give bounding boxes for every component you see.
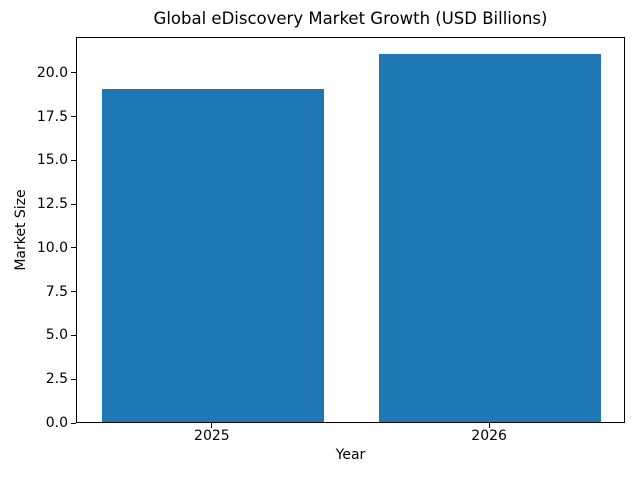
plot-area [76, 37, 625, 423]
y-tick-mark [71, 422, 76, 424]
y-tick-label: 0.0 [45, 415, 68, 431]
y-tick-mark [71, 203, 76, 205]
y-axis-label: Market Size [13, 189, 29, 271]
y-tick-mark [71, 72, 76, 74]
y-tick-label: 12.5 [36, 196, 68, 213]
x-axis-label: Year [335, 447, 366, 463]
y-tick-label: 10.0 [36, 239, 68, 256]
y-tick-label: 7.5 [45, 283, 68, 300]
y-tick-mark [71, 116, 76, 118]
x-tick-mark [211, 423, 213, 428]
y-tick-label: 17.5 [36, 108, 68, 125]
y-tick-label: 2.5 [45, 371, 68, 388]
chart-title: Global eDiscovery Market Growth (USD Bil… [153, 9, 548, 28]
x-tick-label: 2026 [471, 428, 507, 444]
y-tick-label: 20.0 [36, 64, 68, 81]
y-tick-mark [71, 159, 76, 161]
y-tick-label: 5.0 [45, 327, 68, 344]
bar-2026 [379, 54, 602, 422]
y-tick-mark [71, 291, 76, 293]
bar-2025 [101, 89, 324, 422]
y-tick-mark [71, 247, 76, 249]
x-tick-mark [488, 423, 490, 428]
y-tick-mark [71, 378, 76, 380]
y-tick-mark [71, 334, 76, 336]
y-tick-label: 15.0 [36, 152, 68, 169]
x-tick-label: 2025 [194, 428, 230, 444]
